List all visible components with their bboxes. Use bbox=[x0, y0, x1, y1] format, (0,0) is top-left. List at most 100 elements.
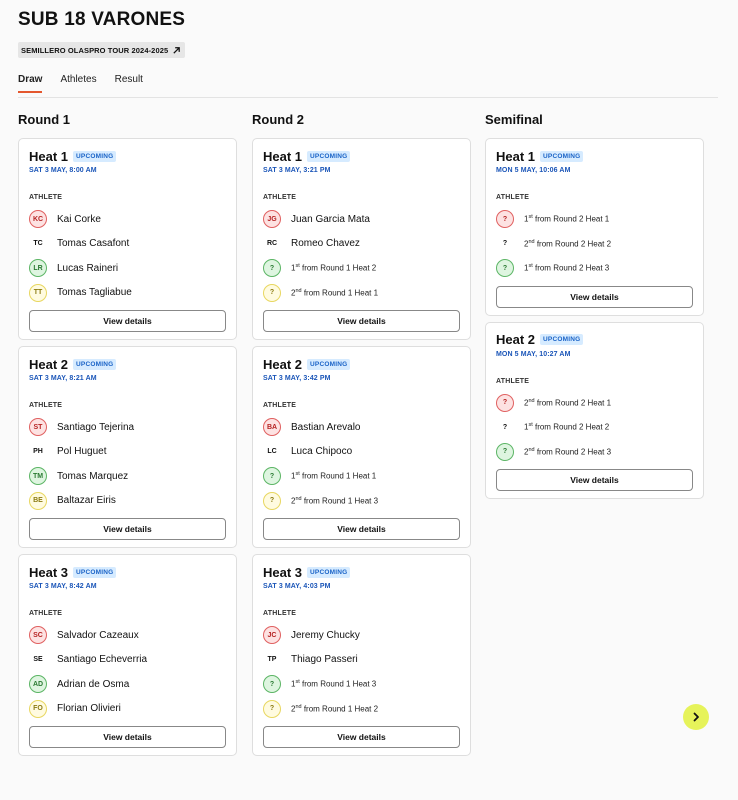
athlete-row[interactable]: ST Santiago Tejerina bbox=[29, 415, 226, 440]
seed-rank-suffix: nd bbox=[295, 495, 302, 502]
heat-name: Heat 3 bbox=[263, 564, 303, 580]
athlete-row[interactable]: TP Thiago Passeri bbox=[263, 648, 460, 673]
athlete-row[interactable]: JG Juan Garcia Mata bbox=[263, 207, 460, 232]
tab-result[interactable]: Result bbox=[114, 74, 143, 85]
athlete-row[interactable]: TM Tomas Marquez bbox=[29, 464, 226, 489]
athlete-row[interactable]: KC Kai Corke bbox=[29, 207, 226, 232]
athlete-row[interactable]: ? 1st from Round 2 Heat 3 bbox=[496, 256, 693, 281]
athlete-name: Pol Huguet bbox=[57, 446, 107, 458]
athlete-avatar: JC bbox=[263, 626, 281, 645]
unknown-athlete-avatar: ? bbox=[496, 210, 514, 229]
status-badge: UPCOMING bbox=[540, 150, 584, 162]
athlete-list: SC Salvador Cazeaux SE Santiago Echeverria A… bbox=[29, 623, 226, 721]
athlete-row[interactable]: ? 1st from Round 1 Heat 1 bbox=[263, 464, 460, 489]
seed-rank: 2 bbox=[291, 288, 296, 298]
athlete-name: Salvador Cazeaux bbox=[57, 629, 139, 641]
athlete-row[interactable]: ? 1st from Round 1 Heat 3 bbox=[263, 672, 460, 697]
athlete-row[interactable]: FO Florian Olivieri bbox=[29, 697, 226, 722]
view-details-button[interactable]: View details bbox=[263, 310, 460, 332]
seed-rank: 1 bbox=[524, 264, 529, 274]
seed-source: from Round 2 Heat 1 bbox=[536, 398, 612, 408]
athlete-name: Thiago Passeri bbox=[291, 654, 358, 666]
athlete-name: Tomas Tagliabue bbox=[57, 287, 132, 299]
tab-athletes[interactable]: Athletes bbox=[60, 74, 97, 85]
seed-placeholder: 1st from Round 1 Heat 2 bbox=[291, 263, 376, 273]
athlete-list: ? 1st from Round 2 Heat 1? 2nd from Round … bbox=[496, 207, 693, 281]
athlete-row[interactable]: ? 1st from Round 1 Heat 2 bbox=[263, 256, 460, 281]
seed-source: from Round 2 Heat 2 bbox=[536, 239, 612, 249]
athlete-row[interactable]: SC Salvador Cazeaux bbox=[29, 623, 226, 648]
heat-header: Heat 1 UPCOMING bbox=[29, 148, 226, 164]
athlete-row[interactable]: PH Pol Huguet bbox=[29, 440, 226, 465]
seed-rank-suffix: st bbox=[295, 471, 300, 478]
athlete-row[interactable]: ? 2nd from Round 2 Heat 2 bbox=[496, 232, 693, 257]
athlete-name: Jeremy Chucky bbox=[291, 629, 360, 641]
athlete-row[interactable]: ? 2nd from Round 1 Heat 2 bbox=[263, 697, 460, 722]
athlete-row[interactable]: TC Tomas Casafont bbox=[29, 232, 226, 257]
round-column-2: Round 2 Heat 1 UPCOMING SAT 3 MAY, 3:21 PM A… bbox=[252, 112, 471, 762]
chevron-right-icon bbox=[693, 712, 699, 722]
athlete-avatar: TP bbox=[263, 650, 281, 669]
seed-rank: 1 bbox=[524, 215, 529, 225]
seed-rank-suffix: st bbox=[528, 422, 533, 429]
page-title: SUB 18 VARONES bbox=[18, 9, 186, 30]
athlete-avatar: FO bbox=[29, 699, 47, 718]
athlete-row[interactable]: JC Jeremy Chucky bbox=[263, 623, 460, 648]
seed-rank: 1 bbox=[291, 264, 296, 274]
status-badge: UPCOMING bbox=[73, 566, 117, 578]
unknown-athlete-avatar: ? bbox=[263, 259, 281, 278]
seed-source: from Round 1 Heat 2 bbox=[303, 704, 379, 714]
athlete-row[interactable]: ? 2nd from Round 1 Heat 1 bbox=[263, 281, 460, 306]
athlete-column-header: ATHLETE bbox=[263, 194, 297, 201]
next-rounds-button[interactable] bbox=[683, 704, 709, 730]
athlete-row[interactable]: ? 1st from Round 2 Heat 2 bbox=[496, 415, 693, 440]
heat-header: Heat 2 UPCOMING bbox=[496, 332, 693, 348]
athlete-avatar: JG bbox=[263, 210, 281, 229]
heat-time: SAT 3 MAY, 3:21 PM bbox=[263, 167, 331, 174]
view-details-button[interactable]: View details bbox=[263, 518, 460, 540]
athlete-row[interactable]: RC Romeo Chavez bbox=[263, 232, 460, 257]
athlete-row[interactable]: BE Baltazar Eiris bbox=[29, 489, 226, 514]
seed-source: from Round 2 Heat 3 bbox=[534, 264, 610, 274]
view-details-button[interactable]: View details bbox=[496, 469, 693, 491]
heat-time: MON 5 MAY, 10:27 AM bbox=[496, 350, 571, 358]
athlete-name: Kai Corke bbox=[57, 213, 101, 225]
heat-time: MON 5 MAY, 10:06 AM bbox=[496, 167, 571, 174]
athlete-row[interactable]: ? 2nd from Round 2 Heat 3 bbox=[496, 440, 693, 465]
seed-source: from Round 1 Heat 1 bbox=[301, 472, 377, 482]
athlete-avatar: SC bbox=[29, 626, 47, 645]
view-details-button[interactable]: View details bbox=[263, 726, 460, 748]
view-details-button[interactable]: View details bbox=[496, 285, 693, 308]
view-details-button[interactable]: View details bbox=[29, 310, 226, 332]
seed-rank-suffix: st bbox=[528, 263, 533, 270]
view-details-button[interactable]: View details bbox=[29, 726, 226, 748]
round-title: Semifinal bbox=[485, 112, 543, 127]
tab-draw[interactable]: Draw bbox=[18, 74, 43, 93]
seed-rank: 2 bbox=[524, 239, 529, 249]
heat-time: SAT 3 MAY, 8:00 AM bbox=[29, 167, 97, 174]
athlete-row[interactable]: LR Lucas Raineri bbox=[29, 256, 226, 281]
athlete-row[interactable]: ? 2nd from Round 2 Heat 1 bbox=[496, 391, 693, 416]
athlete-row[interactable]: BA Bastian Arevalo bbox=[263, 415, 460, 440]
athlete-avatar: TT bbox=[29, 283, 47, 302]
seed-source: from Round 2 Heat 2 bbox=[534, 423, 610, 433]
athlete-row[interactable]: ? 2nd from Round 1 Heat 3 bbox=[263, 489, 460, 514]
athlete-row[interactable]: ? 1st from Round 2 Heat 1 bbox=[496, 207, 693, 232]
heat-card: Heat 1 UPCOMING MON 5 MAY, 10:06 AM ATHLETE… bbox=[485, 138, 704, 316]
heat-card: Heat 1 UPCOMING SAT 3 MAY, 8:00 AM ATHLETE K… bbox=[18, 138, 237, 340]
athlete-row[interactable]: LC Luca Chipoco bbox=[263, 440, 460, 465]
tour-link-chip[interactable]: SEMILLERO OLASPRO TOUR 2024-2025 bbox=[18, 42, 186, 58]
view-details-button[interactable]: View details bbox=[29, 518, 226, 540]
athlete-avatar: SE bbox=[29, 650, 47, 669]
status-badge: UPCOMING bbox=[540, 334, 584, 345]
athlete-row[interactable]: SE Santiago Echeverria bbox=[29, 648, 226, 673]
seed-source: from Round 1 Heat 3 bbox=[301, 680, 377, 690]
athlete-row[interactable]: TT Tomas Tagliabue bbox=[29, 281, 226, 306]
seed-source: from Round 2 Heat 3 bbox=[536, 447, 612, 457]
seed-placeholder: 1st from Round 2 Heat 2 bbox=[524, 422, 609, 432]
round-title: Round 2 bbox=[252, 112, 304, 127]
tab-bar: Draw Athletes Result bbox=[18, 74, 143, 93]
status-badge: UPCOMING bbox=[73, 150, 117, 162]
heat-header: Heat 2 UPCOMING bbox=[263, 356, 460, 372]
athlete-row[interactable]: AD Adrian de Osma bbox=[29, 672, 226, 697]
